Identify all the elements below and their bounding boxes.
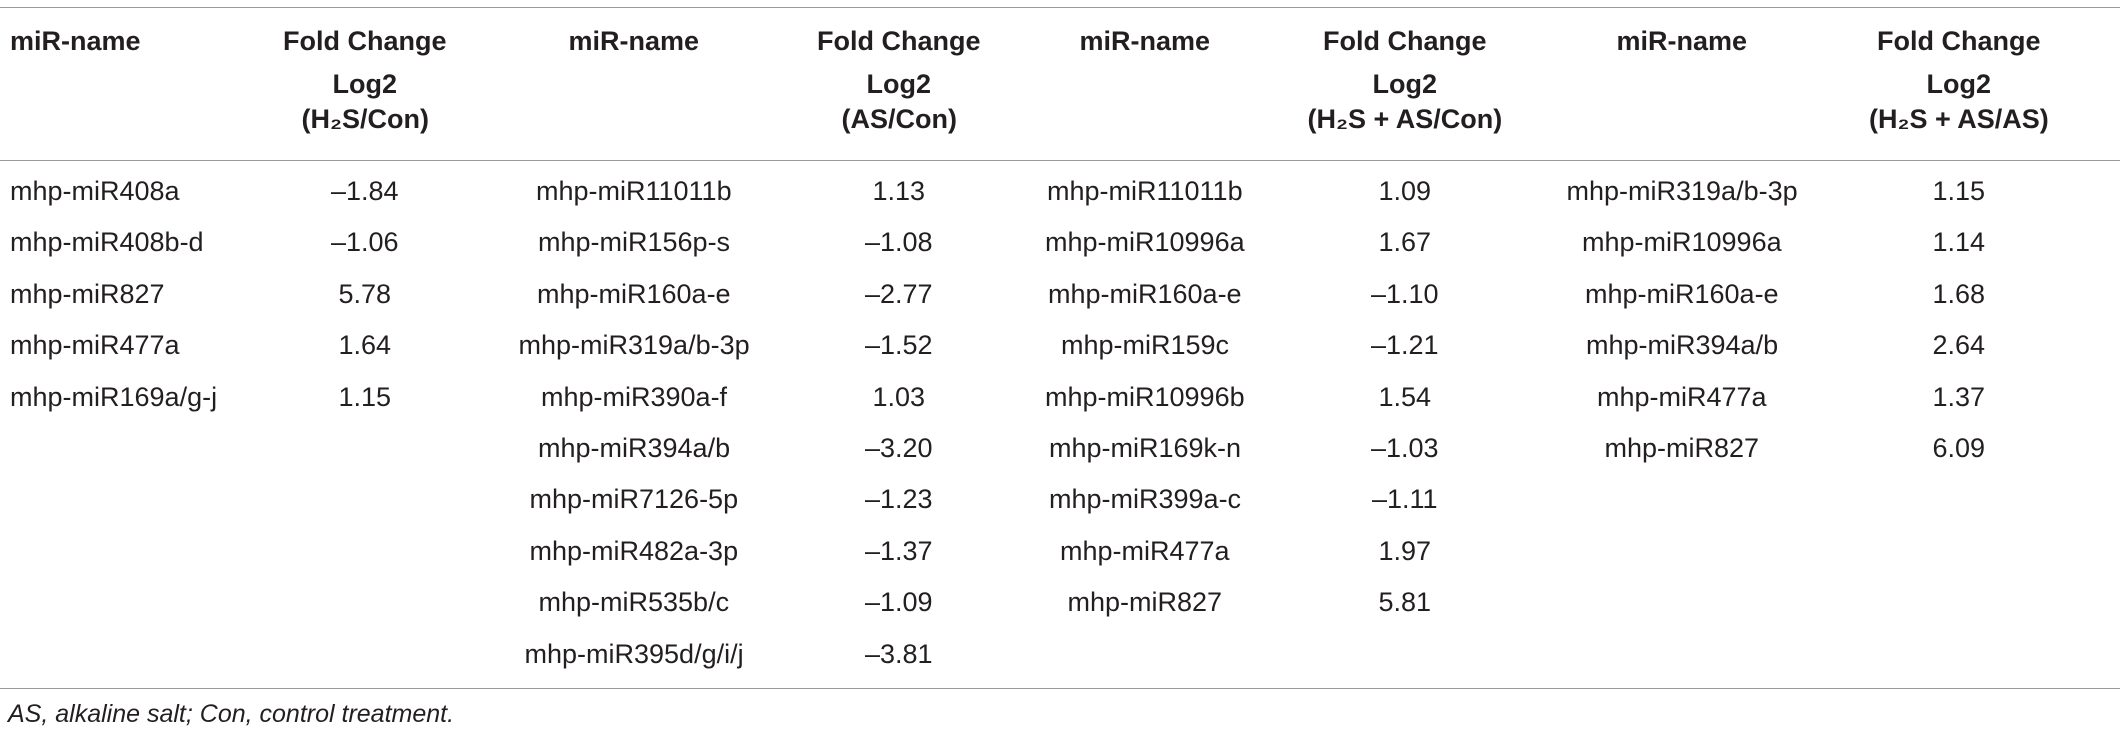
header-rule (0, 160, 2120, 161)
mir-name: mhp-miR394a/b (538, 433, 731, 463)
fold-change: –1.10 (1371, 278, 1439, 309)
mir-name: mhp-miR169a/g-j (10, 381, 218, 412)
fold-change: –1.52 (865, 330, 933, 361)
fold-change: 1.14 (1932, 227, 1986, 258)
fold-change: –3.20 (865, 433, 933, 463)
mir-name: mhp-miR827 (1067, 587, 1223, 618)
mir-name: mhp-miR156p-s (538, 227, 731, 258)
mir-name: mhp-miR408b-d (10, 227, 204, 258)
mir-name: mhp-miR159c (1061, 330, 1230, 361)
mir-name: mhp-miR827 (1604, 433, 1760, 463)
column-header: miR-name (568, 26, 700, 56)
mir-name: mhp-miR477a (1597, 381, 1767, 412)
fold-change: 5.78 (338, 278, 392, 309)
fold-change: –1.23 (865, 484, 933, 515)
column-header: Fold Change (817, 26, 981, 56)
column-header: (H₂S/Con) (301, 104, 429, 134)
column-header: Log2 (866, 69, 932, 99)
fold-change: –1.11 (1372, 484, 1438, 515)
fold-change: 5.81 (1378, 587, 1432, 618)
mir-name: mhp-miR395d/g/i/j (524, 638, 744, 669)
mir-name: mhp-miR390a-f (541, 381, 728, 412)
mir-name: mhp-miR10996a (1582, 227, 1782, 258)
column-header: Log2 (1926, 69, 1992, 99)
column-header: miR-name (10, 26, 141, 56)
column-header: Fold Change (1877, 26, 2041, 56)
column-header: Log2 (332, 69, 398, 99)
fold-change: –1.08 (865, 227, 933, 258)
mir-name: mhp-miR160a-e (1585, 278, 1779, 309)
fold-change: –2.77 (865, 278, 933, 309)
mir-name: mhp-miR10996a (1045, 227, 1245, 258)
fold-change: –3.81 (865, 638, 933, 669)
fold-change: –1.21 (1371, 330, 1439, 361)
mir-name: mhp-miR535b/c (538, 587, 730, 618)
column-header: Log2 (1372, 69, 1438, 99)
mir-name: mhp-miR11011b (1047, 176, 1243, 206)
fold-change: 1.67 (1378, 227, 1432, 258)
fold-change: –1.03 (1371, 433, 1439, 463)
fold-change: 1.15 (1932, 176, 1986, 206)
fold-change: 1.13 (872, 176, 926, 206)
fold-change: –1.84 (331, 176, 399, 206)
mir-name: mhp-miR827 (10, 278, 165, 309)
mir-name: mhp-miR477a (1060, 535, 1230, 566)
mir-name: mhp-miR319a/b-3p (518, 330, 750, 361)
column-header: Fold Change (1323, 26, 1487, 56)
column-header: (AS/Con) (841, 104, 957, 134)
column-header: miR-name (1079, 26, 1211, 56)
column-header: Fold Change (283, 26, 447, 56)
column-header: (H₂S + AS/Con) (1307, 104, 1503, 134)
fold-change: 1.37 (1932, 381, 1986, 412)
fold-change: 6.09 (1932, 433, 1986, 463)
mir-name: mhp-miR169k-n (1049, 433, 1242, 463)
top-rule (0, 7, 2120, 8)
fold-change: –1.37 (865, 535, 933, 566)
fold-change: 1.54 (1378, 381, 1432, 412)
mir-name: mhp-miR482a-3p (529, 535, 739, 566)
fold-change: 2.64 (1932, 330, 1986, 361)
fold-change: 1.09 (1378, 176, 1432, 206)
fold-change: 1.97 (1378, 535, 1432, 566)
mir-name: mhp-miR408a (10, 176, 180, 206)
mir-name: mhp-miR319a/b-3p (1566, 176, 1798, 206)
fold-change: 1.03 (872, 381, 926, 412)
fold-change: 1.68 (1932, 278, 1986, 309)
fold-change: 1.64 (338, 330, 392, 361)
mir-name: mhp-miR394a/b (1586, 330, 1779, 361)
mir-name: mhp-miR10996b (1045, 381, 1245, 412)
fold-change: 1.15 (338, 381, 392, 412)
mir-name: mhp-miR160a-e (537, 278, 731, 309)
fold-change: –1.09 (865, 587, 933, 618)
bottom-rule (0, 688, 2120, 689)
column-header: miR-name (1616, 26, 1748, 56)
column-header: (H₂S + AS/AS) (1869, 104, 2049, 134)
mir-name: mhp-miR399a-c (1049, 484, 1242, 515)
fold-change: –1.06 (331, 227, 399, 258)
mir-name: mhp-miR11011b (536, 176, 732, 206)
mir-name: mhp-miR160a-e (1048, 278, 1242, 309)
mir-name: mhp-miR7126-5p (529, 484, 739, 515)
mir-name: mhp-miR477a (10, 330, 180, 361)
footnote: AS, alkaline salt; Con, control treatmen… (8, 700, 455, 728)
